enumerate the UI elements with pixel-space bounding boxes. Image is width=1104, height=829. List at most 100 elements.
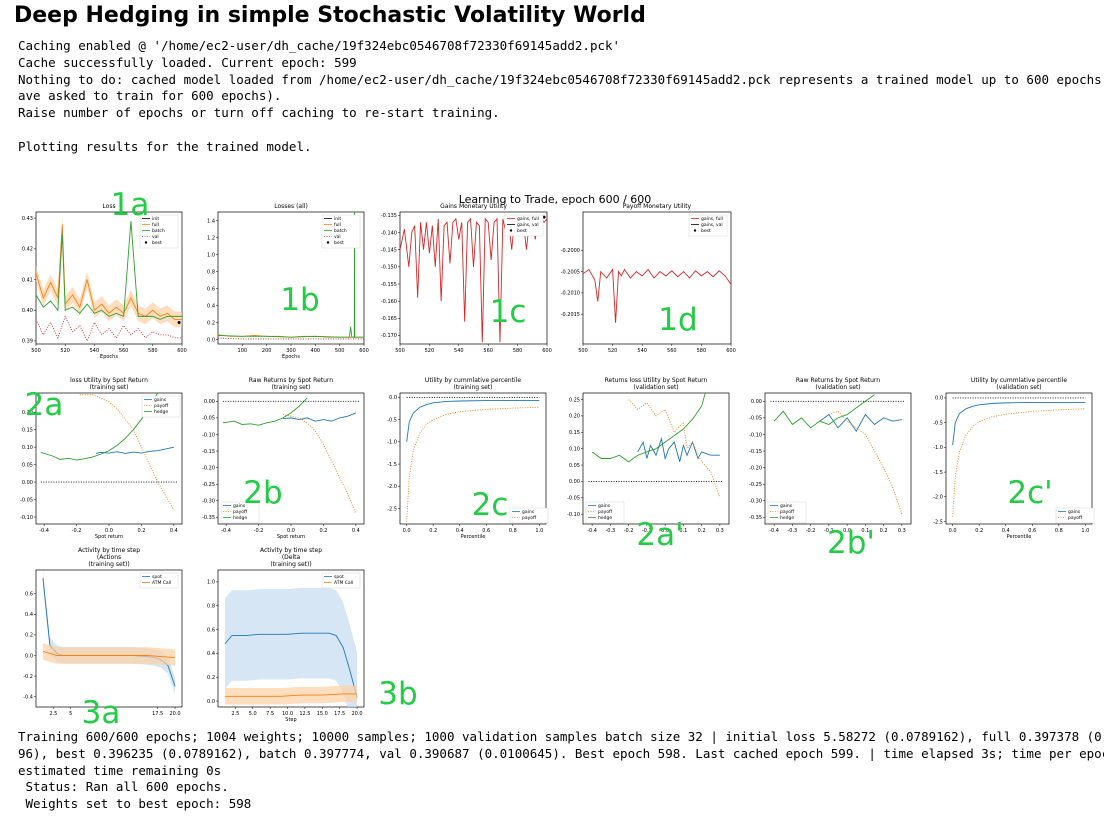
x-tick-label: -0.4 [587,528,597,534]
x-tick-label: -0.1 [824,528,834,534]
x-tick-label: 0.1 [861,528,869,534]
y-tick-label: 0.05 [22,462,33,468]
chart-title: (training set)) [270,561,311,568]
legend-entry: gains, val [517,222,539,228]
chart-title: Utility by cummlative percentile [971,377,1067,384]
legend-entry: best [334,240,344,246]
series-payoff [406,406,540,522]
x-tick-label: 0.8 [1055,528,1063,534]
y-tick-label: -2.5 [387,506,397,512]
x-tick-label: 0.6 [1028,528,1036,534]
panel-annotation: 3a [82,695,121,725]
x-tick-label: 15.0 [317,711,328,717]
chart-title: (Actions [97,554,121,561]
chart-title: Raw Returns by Spot Return [796,377,880,384]
y-tick-label: 1.2 [207,235,215,241]
x-tick-label: 17.5 [334,711,345,717]
chart-title: (validation set) [996,384,1041,391]
legend-entry: payoff [233,509,248,515]
legend-entry: gains [154,397,167,403]
y-tick-label: -0.170 [381,333,397,339]
y-tick-label: 0.0 [207,338,215,344]
y-tick-label: -0.35 [202,515,215,521]
x-tick-label: 17.5 [152,711,163,717]
y-tick-label: 0.40 [22,308,33,314]
x-tick-label: 20.0 [169,711,180,717]
series-gains-full [583,268,731,323]
x-tick-label: 0.0 [287,528,295,534]
chart-p3a: Activity by time step(Actions(training s… [23,547,183,725]
y-tick-label: -0.10 [749,432,762,438]
legend-entry: full [152,222,159,228]
confidence-band [42,643,176,666]
legend-entry: payoff [1068,515,1083,521]
x-tick-label: 600 [726,348,736,354]
x-tick-label: -0.2 [806,528,816,534]
chart-title: (Delta [282,554,301,561]
x-tick-label: 10.0 [282,711,293,717]
x-tick-label: 0.0 [403,528,411,534]
x-tick-label: 0.4 [456,528,464,534]
series-payoff [79,394,175,511]
panel-annotation: 1c [490,294,527,330]
chart-p1d: Payoff Monetary Utility 500 520 540 560 580 60… [561,203,736,354]
x-tick-label: 560 [119,348,129,354]
y-tick-label: -0.05 [749,416,762,422]
x-tick-label: 0.2 [429,528,437,534]
x-axis-label: Step [285,717,296,723]
y-tick-label: -0.140 [381,230,397,236]
x-tick-label: 520 [60,348,70,354]
y-tick-label: -0.135 [381,213,397,219]
x-tick-label: -0.2 [72,528,82,534]
y-tick-label: 0.39 [22,339,33,345]
y-tick-label: -0.2010 [561,291,580,297]
legend-entry: payoff [522,515,537,521]
x-axis-label: Epochs [282,354,300,360]
legend-entry: ATM Call [334,580,353,586]
y-tick-label: -0.2005 [561,269,580,275]
legend-entry: gains [233,503,246,509]
log-top: Caching enabled @ '/home/ec2-user/dh_cac… [18,38,1104,156]
chart-title: Payoff Monetary Utility [623,203,692,210]
x-tick-label: 300 [286,348,296,354]
x-tick-label: -0.1 [642,528,652,534]
chart-p1b: Losses (all) 100 200 300 400 500 600 0.0 0.2 0.4 0… [207,203,369,360]
x-axis-label: Percentile [1007,534,1032,540]
series-spot [224,632,358,698]
series-payoff [828,410,903,515]
legend-entry: gains [1068,509,1081,515]
y-tick-label: -0.10 [202,432,215,438]
x-tick-label: 500 [395,348,405,354]
x-tick-label: 0.2 [137,528,145,534]
x-tick-label: 580 [697,348,707,354]
y-tick-label: 1.0 [207,580,215,586]
y-tick-label: 0.00 [204,399,215,405]
y-tick-label: 0.15 [22,427,33,433]
chart-p2b: Raw Returns by Spot Return(training set)… [202,377,365,540]
series-hedge [40,393,159,461]
x-tick-label: 1.0 [1081,528,1089,534]
y-tick-label: -0.4 [23,694,33,700]
x-tick-label: 580 [148,348,158,354]
x-tick-label: 600 [542,348,552,354]
y-tick-label: 0.20 [22,410,33,416]
x-tick-label: 2.5 [49,711,57,717]
y-tick-label: -0.10 [567,512,580,518]
x-tick-label: 560 [483,348,493,354]
y-tick-label: -0.2000 [561,248,580,254]
series-gains [282,412,357,422]
x-tick-label: 7.5 [266,711,274,717]
x-tick-label: 1.0 [535,528,543,534]
legend-entry: hedge [233,515,247,521]
panel-annotation: 2b' [827,525,875,561]
y-tick-label: 0.00 [751,399,762,405]
y-tick-label: 0.6 [207,627,215,633]
log-line: Training 600/600 epochs; 1004 weights; 1… [18,729,1104,744]
y-tick-label: -0.145 [381,248,397,254]
series-gains [95,446,174,454]
x-tick-label: 520 [608,348,618,354]
x-tick-label: 560 [667,348,677,354]
